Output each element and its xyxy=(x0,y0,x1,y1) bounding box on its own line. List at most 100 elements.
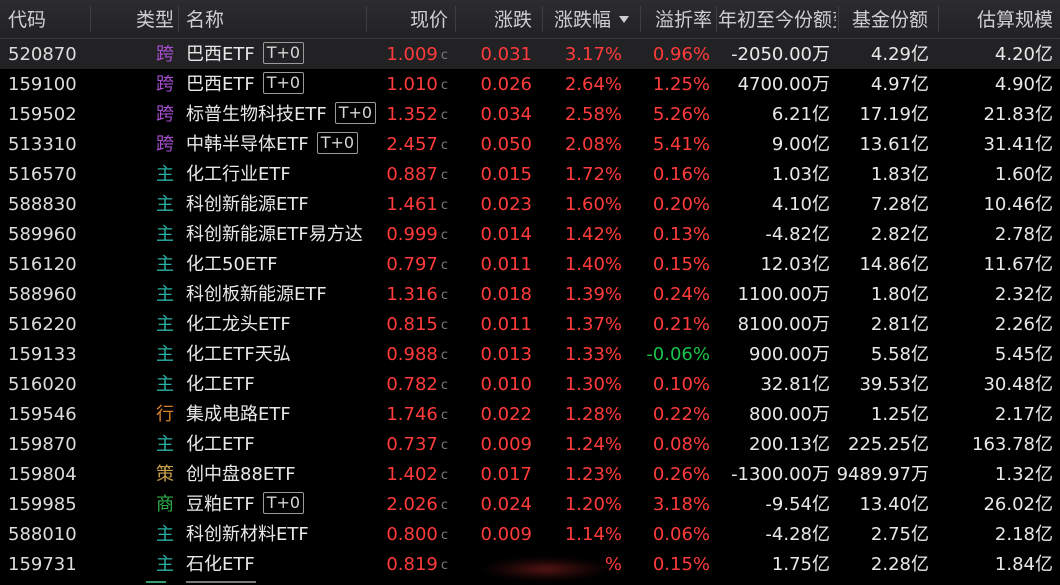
row-price: 0.999 c xyxy=(372,219,448,249)
table-row[interactable]: 159731 主石化ETF 0.819 c% 0.15% 1.75亿 2.28亿 1.84亿 xyxy=(0,549,1060,579)
table-row[interactable]: 159804 策创中盘88ETF 1.402 c 0.017 1.23% 0.26% -130… xyxy=(0,459,1060,489)
row-change-pct: 1.72% xyxy=(564,164,622,185)
table-row[interactable]: 588960 主科创板新能源ETF 1.316 c 0.018 1.39% 0.24% 110… xyxy=(0,279,1060,309)
table-row[interactable]: 516220 主化工龙头ETF 0.815 c 0.011 1.37% 0.21% 8100.… xyxy=(0,309,1060,339)
row-price: 1.009 c xyxy=(372,39,448,69)
row-price: 1.010 c xyxy=(372,69,448,99)
table-row[interactable]: 588830 主科创新能源ETF 1.461 c 0.023 1.60% 0.20% 4.10… xyxy=(0,189,1060,219)
row-code: 588010 xyxy=(8,524,77,545)
row-fund-shares: 7.28亿 xyxy=(870,194,929,215)
row-code: 588960 xyxy=(8,284,77,305)
row-change: 0.024 xyxy=(480,494,532,515)
col-header-code[interactable]: 代码 xyxy=(8,9,47,31)
table-row[interactable]: 516020 主化工ETF 0.782 c 0.010 1.30% 0.10% 32.81亿 3… xyxy=(0,369,1060,399)
row-name-label: 集成电路ETF xyxy=(186,404,291,425)
row-name[interactable]: 巴西ETF T+0 xyxy=(186,69,372,99)
price-suffix: c xyxy=(440,258,448,273)
table-row[interactable]: 589960 主科创新能源ETF易方达 0.999 c 0.014 1.42% 0.13% -… xyxy=(0,219,1060,249)
row-name-label: 化工龙头ETF xyxy=(186,314,291,335)
col-header-ytd[interactable]: 年初至今份额变 xyxy=(718,9,836,31)
col-header-scale[interactable]: 估算规模 xyxy=(976,9,1053,31)
row-change-pct: 3.17% xyxy=(564,44,622,65)
row-name[interactable]: 化工龙头ETF xyxy=(186,309,372,339)
sort-desc-icon[interactable] xyxy=(619,16,630,23)
table-row[interactable]: 159502 跨标普生物科技ETF T+0 1.352 c 0.034 2.58% 5.26%… xyxy=(0,99,1060,129)
row-type-badge: 跨 xyxy=(156,104,174,125)
table-row[interactable]: 159546 行集成电路ETF 1.746 c 0.022 1.28% 0.22% 800.0… xyxy=(0,399,1060,429)
row-change: 0.011 xyxy=(480,314,532,335)
col-header-premium[interactable]: 溢折率 xyxy=(654,9,712,31)
table-row[interactable]: 159100 跨巴西ETF T+0 1.010 c 0.026 2.64% 1.25% 4700… xyxy=(0,69,1060,99)
row-name-label: 标普生物科技ETF xyxy=(186,104,327,125)
column-divider xyxy=(838,6,839,32)
row-fund-shares: 5.58亿 xyxy=(870,344,929,365)
row-name[interactable]: 集成电路ETF xyxy=(186,399,372,429)
row-type-badge: 商 xyxy=(156,494,174,515)
col-header-change[interactable]: 涨跌 xyxy=(493,9,532,31)
row-estimated-scale: 2.26亿 xyxy=(994,314,1053,335)
row-name[interactable]: 科创新能源ETF xyxy=(186,189,372,219)
row-fund-shares: 13.61亿 xyxy=(859,134,929,155)
row-premium: 5.26% xyxy=(652,104,710,125)
table-row[interactable]: 159870 主化工ETF 0.737 c 0.009 1.24% 0.08% 200.13亿… xyxy=(0,429,1060,459)
table-row[interactable]: 520870 跨巴西ETF T+0 1.009 c 0.031 3.17% 0.96% -205… xyxy=(0,39,1060,69)
row-fund-shares: 2.75亿 xyxy=(870,524,929,545)
row-name[interactable]: 巴西ETF T+0 xyxy=(186,39,372,69)
row-fund-shares: 1.83亿 xyxy=(870,164,929,185)
row-type-badge: 主 xyxy=(156,224,174,245)
row-fund-shares: 2.82亿 xyxy=(870,224,929,245)
row-name[interactable]: 创中盘88ETF xyxy=(186,459,372,489)
row-price-value: 0.887 xyxy=(386,164,438,185)
col-header-price[interactable]: 现价 xyxy=(409,9,448,31)
col-header-type[interactable]: 类型 xyxy=(135,9,174,31)
table-row[interactable]: 159133 主化工ETF天弘 0.988 c 0.013 1.33% -0.06% 900.… xyxy=(0,339,1060,369)
row-change-pct: 1.20% xyxy=(564,494,622,515)
row-name[interactable]: 化工50ETF xyxy=(186,249,372,279)
price-suffix: c xyxy=(440,528,448,543)
column-divider xyxy=(455,6,456,32)
price-suffix: c xyxy=(440,198,448,213)
row-name[interactable]: 化工行业ETF xyxy=(186,159,372,189)
table-row[interactable]: 516570 主化工行业ETF 0.887 c 0.015 1.72% 0.16% 1.03亿… xyxy=(0,159,1060,189)
col-header-pct[interactable]: 涨跌幅 xyxy=(548,0,632,38)
row-name[interactable]: 化工ETF xyxy=(186,429,372,459)
row-change: 0.015 xyxy=(480,164,532,185)
row-name[interactable]: 化工ETF天弘 xyxy=(186,339,372,369)
row-code: 516020 xyxy=(8,374,77,395)
row-fund-shares: 14.86亿 xyxy=(859,254,929,275)
row-change-pct: 1.30% xyxy=(564,374,622,395)
row-name-label: 化工ETF xyxy=(186,374,255,395)
col-header-shares[interactable]: 基金份额 xyxy=(851,9,928,31)
col-header-name[interactable]: 名称 xyxy=(186,9,225,31)
col-header-pct-label: 涨跌幅 xyxy=(554,9,612,31)
row-price-value: 2.026 xyxy=(386,494,438,515)
row-name-label: 科创新能源ETF xyxy=(186,194,309,215)
row-code: 159985 xyxy=(8,494,77,515)
row-estimated-scale: 5.45亿 xyxy=(994,344,1053,365)
t0-tag: T+0 xyxy=(262,72,305,94)
row-ytd-share-change: 6.21亿 xyxy=(771,104,830,125)
row-name[interactable]: 科创板新能源ETF xyxy=(186,279,372,309)
column-divider xyxy=(640,6,641,32)
table-row[interactable]: 588010 主科创新材料ETF 0.800 c 0.009 1.14% 0.06% -4.2… xyxy=(0,519,1060,549)
table-row[interactable]: 516120 主化工50ETF 0.797 c 0.011 1.40% 0.15% 12.03… xyxy=(0,249,1060,279)
row-name[interactable]: 豆粕ETF T+0 xyxy=(186,489,372,519)
row-name[interactable]: 中韩半导体ETF T+0 xyxy=(186,129,372,159)
table-row[interactable]: 513310 跨中韩半导体ETF T+0 2.457 c 0.050 2.08% 5.41% 9… xyxy=(0,129,1060,159)
row-fund-shares: 9489.97万 xyxy=(836,464,929,485)
row-name[interactable]: 标普生物科技ETF T+0 xyxy=(186,99,377,129)
row-name[interactable]: 石化ETF xyxy=(186,549,372,579)
row-name[interactable]: 科创新材料ETF xyxy=(186,519,372,549)
row-premium: 0.10% xyxy=(652,374,710,395)
price-suffix: c xyxy=(440,318,448,333)
t0-tag: T+0 xyxy=(262,492,305,514)
row-ytd-share-change: -4.28亿 xyxy=(765,524,830,545)
table-row[interactable]: 159985 商豆粕ETF T+0 2.026 c 0.024 1.20% 3.18% -9.5… xyxy=(0,489,1060,519)
row-fund-shares: 225.25亿 xyxy=(848,434,929,455)
row-price-value: 1.352 xyxy=(386,104,438,125)
row-name[interactable]: 化工ETF xyxy=(186,369,372,399)
price-suffix: c xyxy=(440,348,448,363)
row-estimated-scale: 11.67亿 xyxy=(983,254,1053,275)
row-name-label: 巴西ETF xyxy=(186,44,255,65)
row-name[interactable]: 科创新能源ETF易方达 xyxy=(186,219,372,249)
